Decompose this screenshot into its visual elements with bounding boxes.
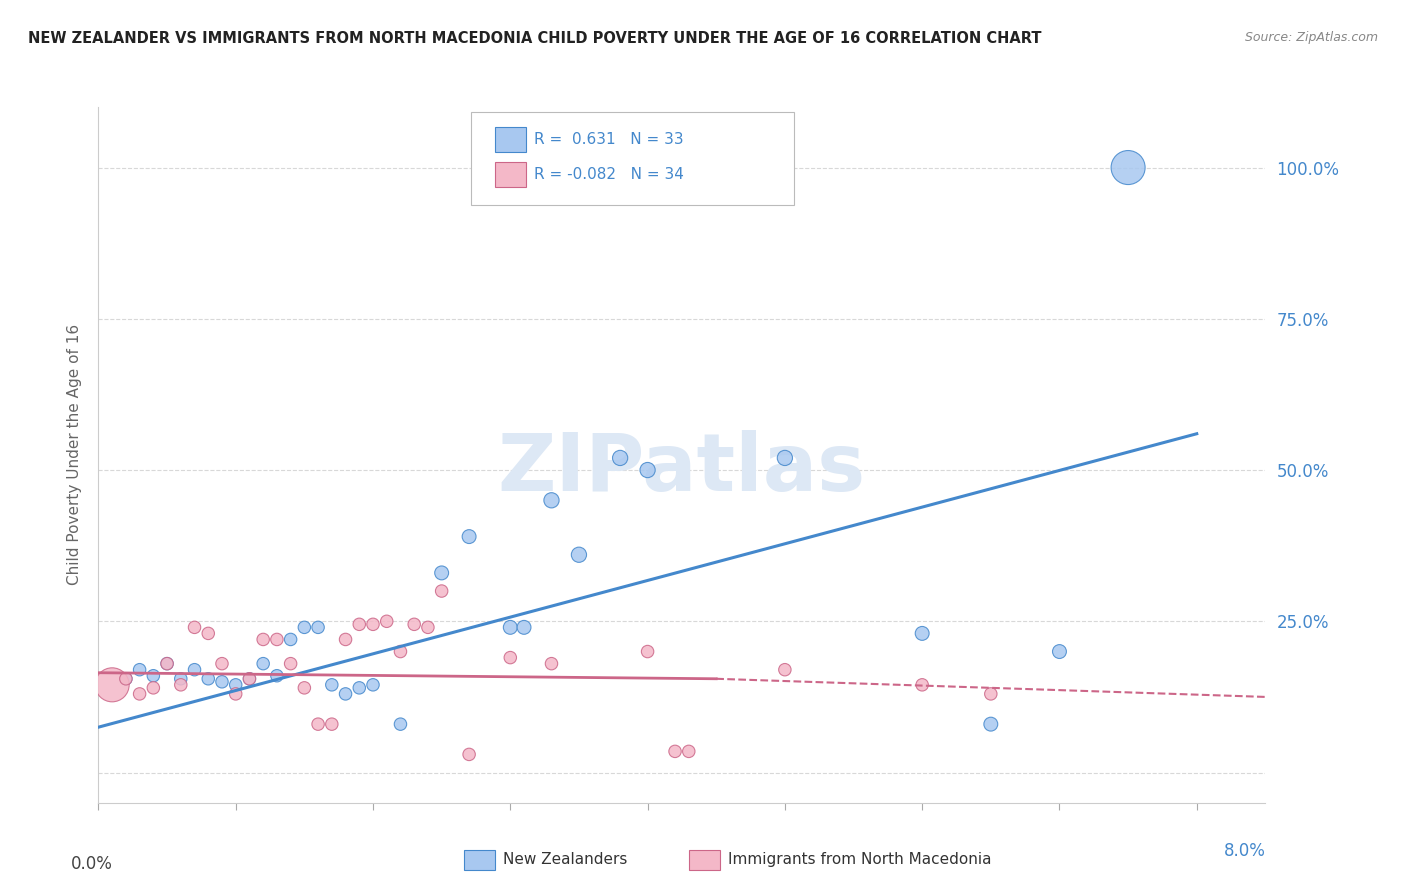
Point bbox=[225, 678, 247, 692]
Point bbox=[280, 632, 302, 647]
Point bbox=[499, 620, 522, 634]
Point bbox=[499, 650, 522, 665]
Point bbox=[678, 744, 700, 758]
Point bbox=[156, 657, 179, 671]
Point bbox=[349, 617, 371, 632]
Point bbox=[321, 717, 343, 731]
Point bbox=[115, 672, 138, 686]
Point bbox=[238, 672, 260, 686]
Point bbox=[197, 672, 219, 686]
Point bbox=[266, 669, 288, 683]
Point bbox=[252, 632, 274, 647]
Point bbox=[335, 632, 357, 647]
Point bbox=[361, 678, 384, 692]
Point bbox=[197, 626, 219, 640]
Point bbox=[361, 617, 384, 632]
Text: R =  0.631   N = 33: R = 0.631 N = 33 bbox=[534, 132, 683, 146]
Point bbox=[540, 657, 562, 671]
Point bbox=[292, 681, 315, 695]
Point bbox=[307, 620, 329, 634]
Text: 8.0%: 8.0% bbox=[1223, 842, 1265, 860]
Point bbox=[349, 681, 371, 695]
Point bbox=[170, 678, 193, 692]
Point bbox=[773, 663, 796, 677]
Point bbox=[911, 678, 934, 692]
Point bbox=[980, 717, 1002, 731]
Point bbox=[115, 672, 138, 686]
Point bbox=[156, 657, 179, 671]
Point bbox=[252, 657, 274, 671]
Point bbox=[389, 717, 412, 731]
Point bbox=[540, 493, 562, 508]
Text: Immigrants from North Macedonia: Immigrants from North Macedonia bbox=[728, 853, 991, 867]
Point bbox=[609, 450, 631, 465]
Point bbox=[980, 687, 1002, 701]
Point bbox=[773, 450, 796, 465]
Point bbox=[211, 674, 233, 689]
Text: ZIPatlas: ZIPatlas bbox=[498, 430, 866, 508]
Point bbox=[238, 672, 260, 686]
Point bbox=[183, 620, 205, 634]
Point bbox=[142, 681, 165, 695]
Text: NEW ZEALANDER VS IMMIGRANTS FROM NORTH MACEDONIA CHILD POVERTY UNDER THE AGE OF : NEW ZEALANDER VS IMMIGRANTS FROM NORTH M… bbox=[28, 31, 1042, 46]
Point bbox=[321, 678, 343, 692]
Point bbox=[430, 584, 453, 599]
Point bbox=[430, 566, 453, 580]
Point bbox=[128, 663, 150, 677]
Point bbox=[307, 717, 329, 731]
Point bbox=[416, 620, 439, 634]
Point bbox=[292, 620, 315, 634]
Point bbox=[637, 463, 659, 477]
Point bbox=[266, 632, 288, 647]
Point bbox=[170, 672, 193, 686]
Point bbox=[183, 663, 205, 677]
Point bbox=[142, 669, 165, 683]
Text: 0.0%: 0.0% bbox=[70, 855, 112, 873]
Point bbox=[637, 644, 659, 658]
Point bbox=[404, 617, 426, 632]
Point bbox=[211, 657, 233, 671]
Text: New Zealanders: New Zealanders bbox=[503, 853, 627, 867]
Point bbox=[513, 620, 536, 634]
Point bbox=[458, 747, 481, 762]
Point bbox=[128, 687, 150, 701]
Point bbox=[389, 644, 412, 658]
Point bbox=[375, 615, 398, 629]
Point bbox=[664, 744, 686, 758]
Text: R = -0.082   N = 34: R = -0.082 N = 34 bbox=[534, 168, 685, 182]
Point bbox=[911, 626, 934, 640]
Point bbox=[335, 687, 357, 701]
Point bbox=[568, 548, 591, 562]
Point bbox=[280, 657, 302, 671]
Text: Source: ZipAtlas.com: Source: ZipAtlas.com bbox=[1244, 31, 1378, 45]
Point bbox=[1049, 644, 1071, 658]
Point bbox=[1116, 161, 1139, 175]
Y-axis label: Child Poverty Under the Age of 16: Child Poverty Under the Age of 16 bbox=[67, 325, 83, 585]
Point bbox=[101, 678, 124, 692]
Point bbox=[225, 687, 247, 701]
Point bbox=[458, 530, 481, 544]
